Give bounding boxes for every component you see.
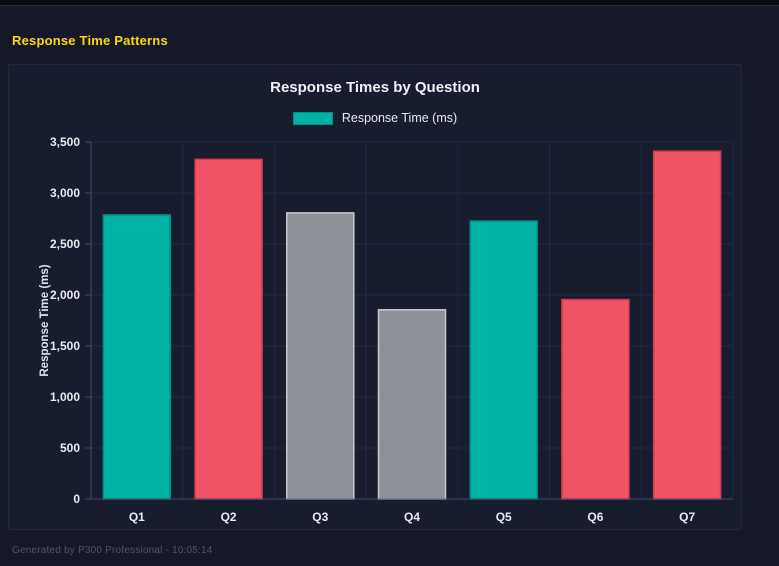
x-tick-label: Q4: [404, 510, 420, 524]
x-tick-label: Q5: [496, 510, 512, 524]
y-tick-label: 3,500: [50, 135, 80, 149]
bar-q3[interactable]: [286, 212, 355, 500]
bar-q7[interactable]: [652, 150, 722, 500]
y-tick-label: 2,500: [50, 237, 80, 251]
bar-q6[interactable]: [561, 298, 630, 500]
chart-card: Response Times by Question Response Time…: [8, 64, 742, 530]
y-tick-label: 1,500: [50, 339, 80, 353]
y-tick-label: 0: [73, 492, 80, 506]
chart-legend: Response Time (ms): [9, 111, 741, 125]
x-tick-label: Q3: [312, 510, 328, 524]
legend-label[interactable]: Response Time (ms): [341, 111, 458, 125]
x-tick-label: Q1: [129, 510, 145, 524]
y-tick-label: 2,000: [50, 288, 80, 302]
y-tick-label: 500: [60, 441, 80, 455]
window-top-bar: [0, 0, 779, 6]
legend-swatch[interactable]: [292, 111, 333, 125]
y-tick-label: 1,000: [50, 390, 80, 404]
x-tick-label: Q7: [679, 510, 695, 524]
bar-q2[interactable]: [194, 158, 263, 500]
bar-q4[interactable]: [377, 309, 447, 500]
footer-note: Generated by P300 Professional - 10:05:1…: [12, 545, 213, 556]
bar-q5[interactable]: [469, 220, 538, 500]
y-axis-title: Response Time (ms): [39, 264, 51, 376]
bar-q1[interactable]: [102, 214, 172, 500]
bar-chart-plot-area: 0 500 1,000 1,500 2,000 2,500 3,000 3,500 Q1 Q2 Q3…: [39, 135, 734, 524]
y-tick-label: 3,000: [50, 186, 80, 200]
chart-title: Response Times by Question: [270, 79, 480, 96]
page-title: Response Time Patterns: [12, 33, 168, 48]
x-tick-label: Q2: [221, 510, 237, 524]
x-tick-label: Q6: [587, 510, 603, 524]
